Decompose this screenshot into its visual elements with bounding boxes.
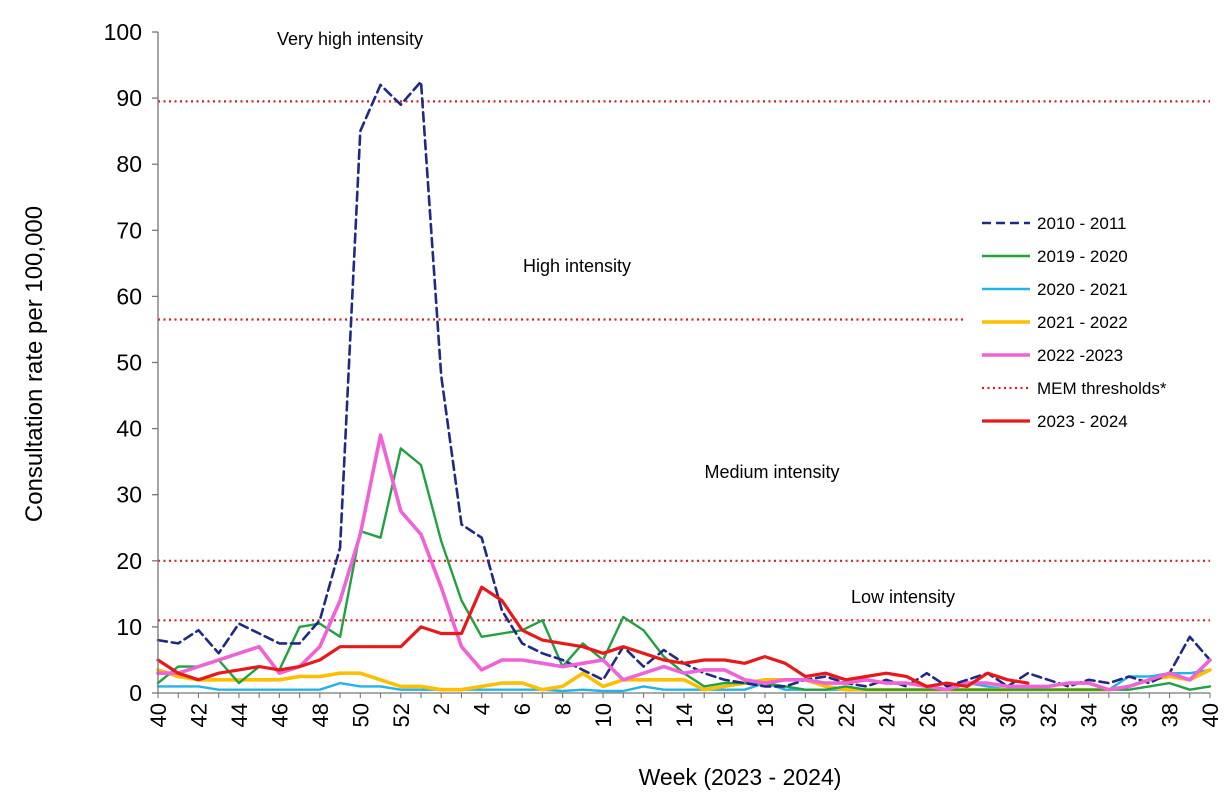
x-tick-label: 24 xyxy=(874,703,899,727)
legend-label: 2023 - 2024 xyxy=(1037,412,1128,431)
x-tick-label: 50 xyxy=(348,703,373,727)
y-tick-label: 20 xyxy=(116,548,142,574)
zone-label: High intensity xyxy=(523,256,631,276)
x-tick-label: 36 xyxy=(1117,703,1142,727)
threshold-lines xyxy=(158,100,1210,622)
x-tick-label: 4 xyxy=(470,703,495,715)
x-tick-label: 20 xyxy=(793,703,818,727)
legend-label: 2021 - 2022 xyxy=(1037,313,1128,332)
series-lines xyxy=(156,80,1212,693)
y-axis-label: Consultation rate per 100,000 xyxy=(21,206,48,522)
x-tick-label: 28 xyxy=(955,703,980,727)
y-tick-label: 70 xyxy=(116,217,142,243)
y-tick-label: 10 xyxy=(116,614,142,640)
x-tick-label: 42 xyxy=(187,703,212,727)
x-tick-label: 30 xyxy=(996,703,1021,727)
x-tick-label: 8 xyxy=(551,703,576,715)
x-tick-label: 14 xyxy=(672,703,697,727)
x-tick-label: 40 xyxy=(1198,703,1223,727)
x-tick-label: 48 xyxy=(308,703,333,727)
x-tick-label: 52 xyxy=(389,703,414,727)
legend-label: MEM thresholds* xyxy=(1037,379,1167,398)
x-tick-label: 12 xyxy=(632,703,657,727)
series-line xyxy=(156,447,1212,691)
y-tick-label: 60 xyxy=(116,283,142,309)
x-tick-label: 22 xyxy=(834,703,859,727)
x-tick-label: 32 xyxy=(1036,703,1061,727)
x-tick-label: 26 xyxy=(915,703,940,727)
legend: 2010 - 2011 2019 - 2020 2020 - 2021 2021 - … xyxy=(982,214,1167,431)
x-tick-label: 6 xyxy=(510,703,535,715)
y-tick-label: 100 xyxy=(104,19,142,45)
legend-label: 2010 - 2011 xyxy=(1037,214,1126,233)
x-tick-label: 10 xyxy=(591,703,616,727)
series-line xyxy=(156,585,1030,689)
x-axis-label: Week (2023 - 2024) xyxy=(639,764,842,790)
x-tick-label: 18 xyxy=(753,703,778,727)
x-tick-label: 16 xyxy=(713,703,738,727)
x-tick-label: 2 xyxy=(429,703,454,715)
legend-label: 2020 - 2021 xyxy=(1037,280,1128,299)
x-tick-label: 44 xyxy=(227,703,252,727)
x-tick-label: 40 xyxy=(146,703,171,727)
y-tick-label: 80 xyxy=(116,151,142,177)
y-tick-label: 30 xyxy=(116,482,142,508)
x-tick-label: 34 xyxy=(1077,703,1102,727)
zone-label: Low intensity xyxy=(851,587,955,607)
zone-label: Very high intensity xyxy=(277,29,423,49)
x-tick-label: 46 xyxy=(267,703,292,727)
x-tick-label: 38 xyxy=(1158,703,1183,727)
y-tick-label: 50 xyxy=(116,350,142,376)
y-tick-label: 0 xyxy=(129,680,142,706)
legend-label: 2022 -2023 xyxy=(1037,346,1123,365)
zone-label: Medium intensity xyxy=(704,462,839,482)
series-line xyxy=(156,433,1212,692)
y-tick-label: 90 xyxy=(116,85,142,111)
intensity-zone-labels: Very high intensity High intensity Medium … xyxy=(277,29,955,607)
y-tick-label: 40 xyxy=(116,416,142,442)
legend-label: 2019 - 2020 xyxy=(1037,247,1128,266)
